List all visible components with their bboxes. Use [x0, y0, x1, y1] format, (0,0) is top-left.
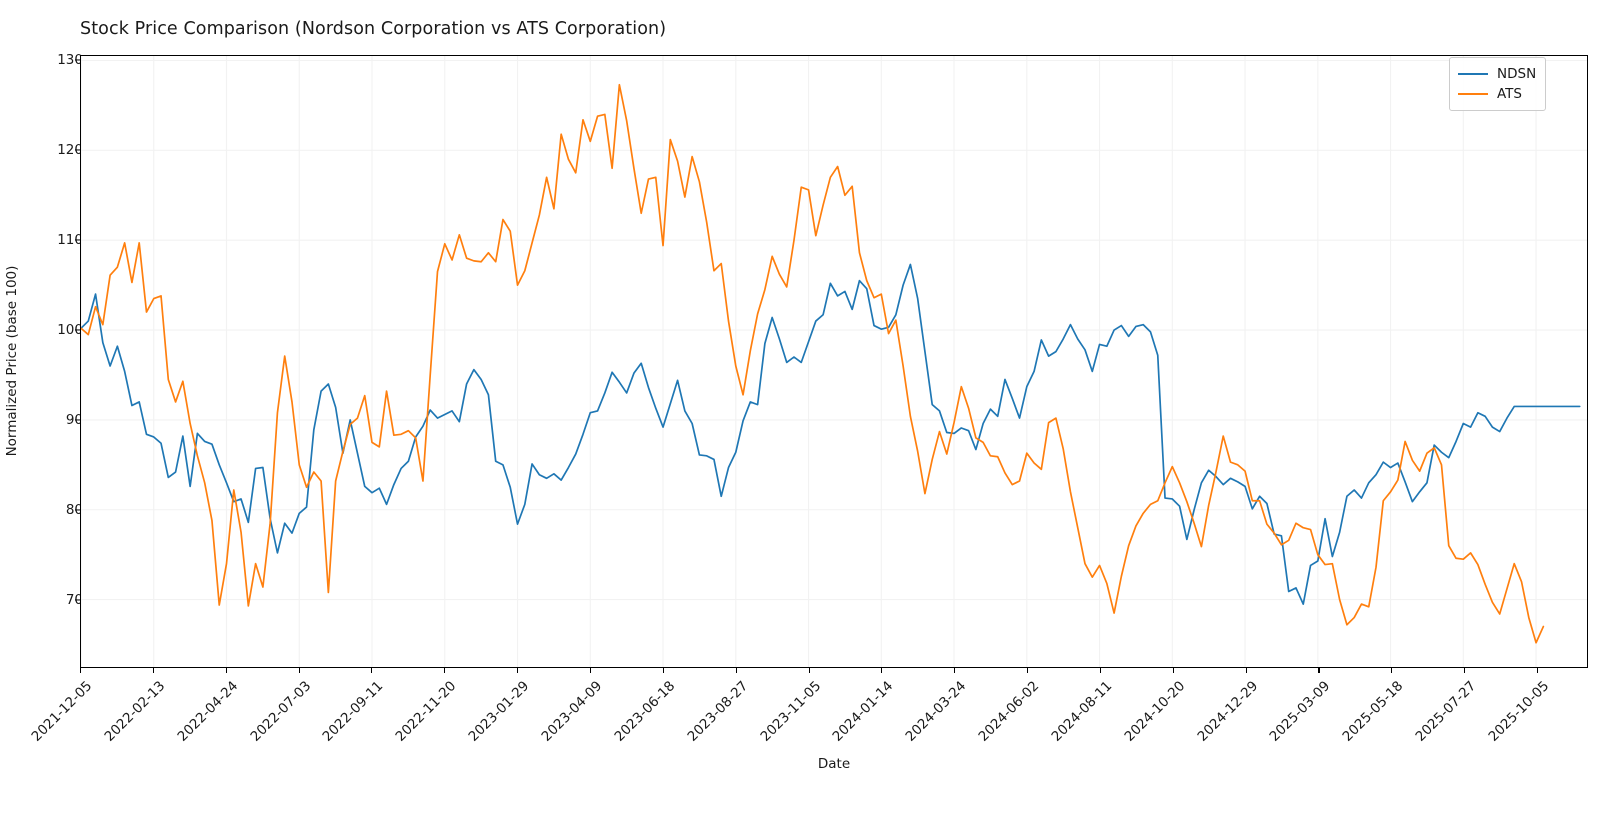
x-tick-label: 2025-07-27 — [1412, 678, 1480, 745]
y-tick-label: 130 — [57, 51, 83, 68]
x-tick-mark — [298, 668, 300, 673]
x-tick-label: 2023-01-29 — [465, 678, 533, 745]
legend-entry-ndsn[interactable]: NDSN — [1458, 64, 1536, 84]
x-tick-mark — [808, 668, 810, 673]
grid-lines — [81, 56, 1587, 667]
x-tick-mark — [1464, 668, 1466, 673]
x-tick-mark — [1318, 668, 1320, 673]
y-tick-label: 120 — [57, 141, 83, 158]
y-tick-mark — [75, 599, 80, 601]
legend-swatch-ats — [1458, 92, 1488, 96]
x-tick-mark — [225, 668, 227, 673]
y-axis-label: Normalized Price (base 100) — [4, 265, 20, 457]
x-tick-label: 2022-02-13 — [101, 678, 169, 745]
x-tick-label: 2024-12-29 — [1194, 678, 1261, 745]
x-tick-label: 2022-11-20 — [392, 678, 460, 745]
x-tick-label: 2023-04-09 — [538, 678, 606, 745]
x-tick-mark — [152, 668, 154, 673]
y-tick-mark — [75, 329, 80, 331]
y-tick-mark — [75, 509, 80, 511]
x-axis-label: Date — [817, 756, 851, 772]
x-tick-mark — [1172, 668, 1174, 673]
x-tick-label: 2023-06-18 — [611, 678, 679, 745]
x-tick-mark — [80, 668, 82, 673]
x-tick-mark — [881, 668, 883, 673]
x-tick-mark — [589, 668, 592, 673]
x-tick-label: 2025-10-05 — [1485, 678, 1553, 745]
series-line-ats — [81, 83, 1545, 644]
chart-legend[interactable]: NDSN ATS — [1449, 57, 1547, 111]
x-tick-label: 2025-05-18 — [1339, 678, 1407, 745]
x-tick-mark — [444, 668, 446, 673]
x-tick-mark — [662, 668, 664, 673]
x-tick-label: 2021-12-05 — [28, 678, 96, 745]
y-tick-label: 70 — [65, 592, 83, 609]
x-tick-label: 2024-01-14 — [829, 678, 897, 745]
x-tick-label: 2025-03-09 — [1266, 678, 1334, 745]
x-tick-label: 2024-10-20 — [1121, 678, 1189, 745]
x-tick-label: 2022-07-03 — [247, 678, 314, 745]
y-tick-mark — [75, 58, 80, 61]
y-tick-mark — [75, 419, 80, 421]
y-tick-label: 100 — [57, 321, 83, 338]
legend-label: NDSN — [1497, 66, 1537, 82]
x-tick-mark — [517, 668, 519, 673]
y-tick-label: 90 — [65, 412, 83, 429]
x-tick-label: 2022-09-11 — [319, 678, 387, 745]
x-tick-mark — [1391, 668, 1393, 673]
x-tick-label: 2024-08-11 — [1048, 678, 1116, 745]
y-tick-label: 80 — [65, 502, 83, 519]
x-tick-mark — [1537, 668, 1539, 673]
series-line-ndsn — [81, 263, 1581, 605]
legend-entry-ats[interactable]: ATS — [1458, 84, 1536, 104]
legend-swatch-ndsn — [1458, 72, 1488, 76]
x-tick-label: 2023-08-27 — [684, 678, 751, 745]
x-tick-label: 2024-03-24 — [902, 678, 970, 745]
data-series-layer — [81, 83, 1581, 644]
y-tick-mark — [75, 239, 80, 241]
x-tick-mark — [1027, 668, 1029, 673]
x-tick-mark — [1099, 668, 1101, 673]
x-tick-mark — [1245, 668, 1247, 673]
x-tick-mark — [954, 668, 956, 673]
x-tick-mark — [735, 668, 737, 673]
y-tick-mark — [75, 149, 80, 151]
x-tick-mark — [371, 668, 373, 673]
chart-title: Stock Price Comparison (Nordson Corporat… — [80, 19, 667, 39]
x-tick-label: 2023-11-05 — [757, 678, 824, 745]
x-tick-label: 2022-04-24 — [174, 678, 242, 745]
x-tick-label: 2024-06-02 — [975, 678, 1043, 745]
y-tick-label: 110 — [57, 231, 83, 248]
legend-label: ATS — [1497, 86, 1523, 102]
plot-area — [80, 55, 1588, 668]
